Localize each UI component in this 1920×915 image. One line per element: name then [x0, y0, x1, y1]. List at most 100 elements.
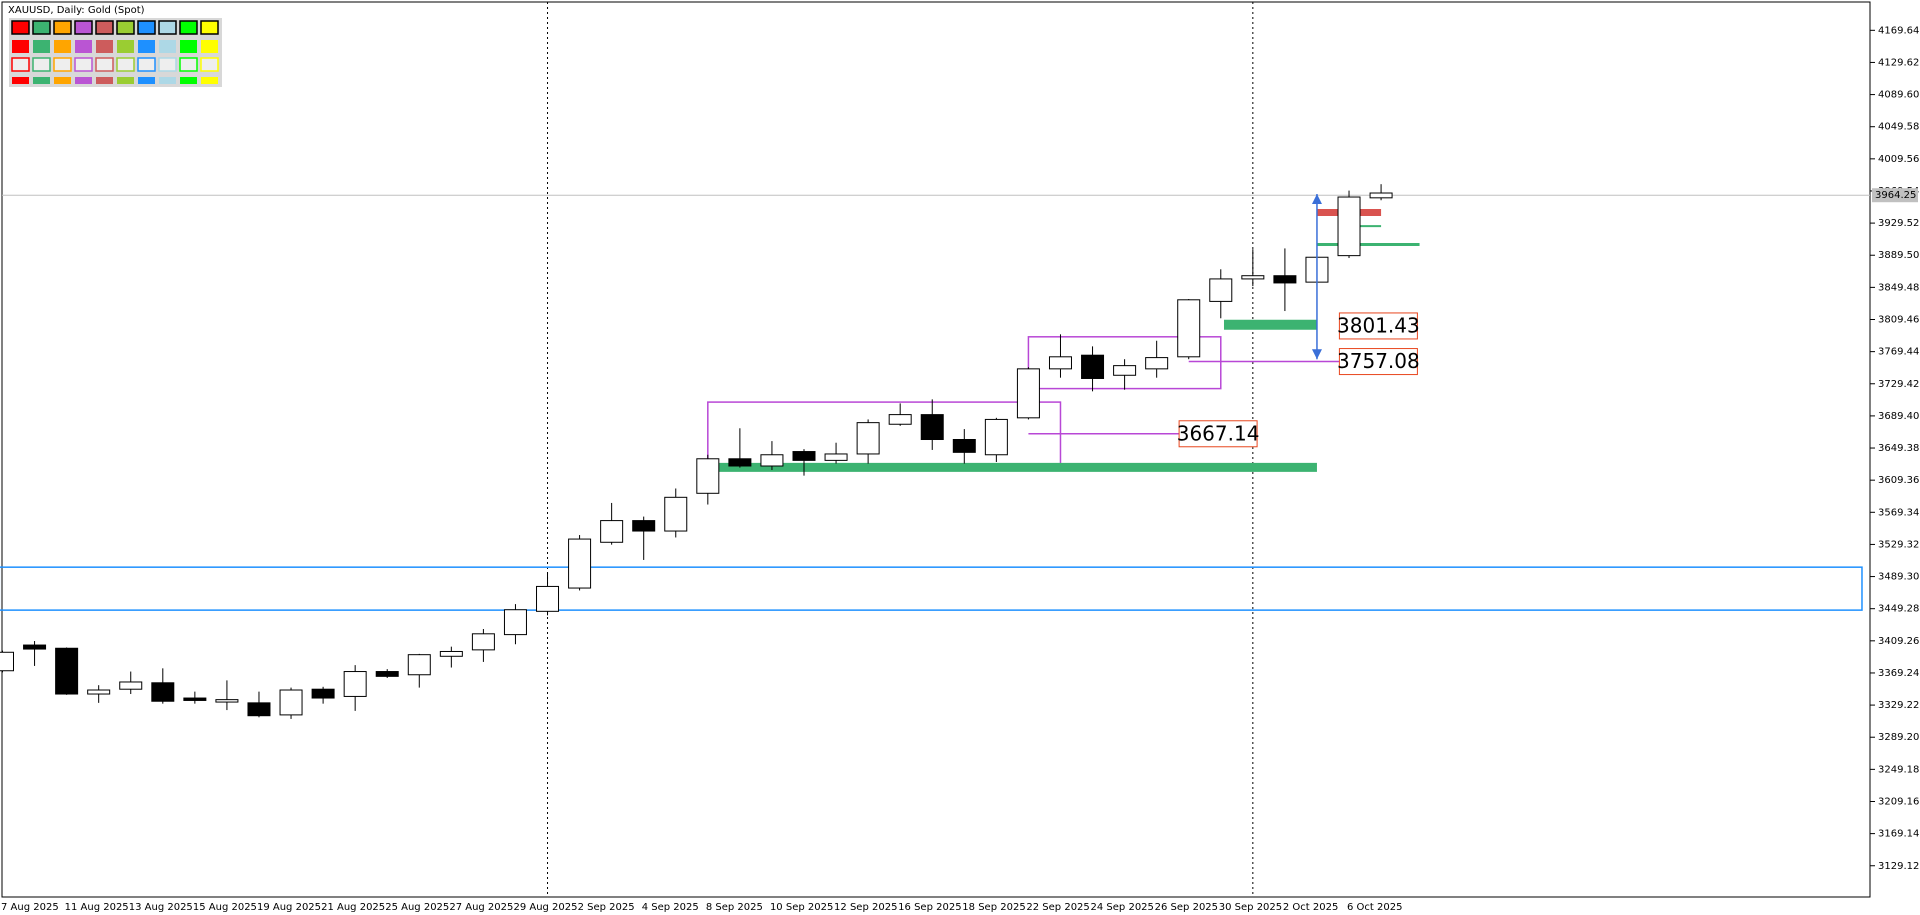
candle-body	[1241, 275, 1265, 280]
y-tick-label: 3169.14	[1878, 829, 1919, 840]
candle-body	[1145, 357, 1169, 370]
x-tick-label: 4 Sep 2025	[642, 902, 699, 913]
candle-body	[952, 439, 976, 453]
palette-swatch	[180, 40, 197, 53]
y-tick-label: 3129.12	[1878, 861, 1919, 872]
palette-swatch	[74, 57, 93, 72]
candle-body	[1369, 192, 1393, 199]
palette-swatch	[201, 77, 218, 84]
candle-body	[600, 520, 624, 543]
palette-swatch	[95, 57, 114, 72]
y-tick-label: 3849.48	[1878, 282, 1919, 293]
palette-swatch	[200, 57, 219, 72]
candle-body	[503, 609, 527, 636]
candle-body	[856, 422, 880, 455]
price-label-box	[1338, 312, 1418, 340]
price-label: 3801.43	[1337, 313, 1420, 337]
candle-body	[1337, 196, 1361, 257]
candle-body	[1016, 368, 1040, 419]
y-tick-label: 3729.42	[1878, 379, 1919, 390]
arrow-head	[1311, 194, 1322, 205]
y-tick-label: 3209.16	[1878, 796, 1919, 807]
candle-body	[792, 451, 816, 461]
x-tick-label: 2 Sep 2025	[578, 902, 635, 913]
palette-swatch	[179, 20, 198, 35]
candle-body	[407, 654, 431, 676]
palette-swatch	[117, 77, 134, 84]
palette-swatch	[96, 77, 113, 84]
x-tick-label: 25 Aug 2025	[385, 902, 449, 913]
candle-body	[23, 644, 47, 650]
palette-swatch	[138, 40, 155, 53]
y-tick-label: 3689.40	[1878, 411, 1919, 422]
color-palette	[9, 18, 222, 87]
y-tick-label: 3449.28	[1878, 604, 1919, 615]
palette-swatch	[159, 77, 176, 84]
candle-body	[343, 671, 367, 697]
x-tick-label: 16 Sep 2025	[898, 902, 961, 913]
palette-swatch	[137, 57, 156, 72]
candle-body	[888, 414, 912, 425]
palette-swatch	[137, 20, 156, 35]
candle-body	[1113, 365, 1137, 376]
x-tick-label: 10 Sep 2025	[770, 902, 833, 913]
candle-body	[0, 651, 14, 672]
y-tick-label: 4009.56	[1878, 154, 1919, 165]
bid-label: 3964.25	[1875, 190, 1916, 201]
chart-title: XAUUSD, Daily: Gold (Spot)	[8, 5, 145, 16]
y-tick-label: 4049.58	[1878, 122, 1919, 133]
palette-swatch	[96, 40, 113, 53]
candle-body	[279, 689, 303, 716]
palette-swatch	[11, 57, 30, 72]
y-tick-label: 4129.62	[1878, 57, 1919, 68]
x-tick-label: 22 Sep 2025	[1026, 902, 1089, 913]
candle-body	[247, 702, 271, 717]
palette-swatch	[75, 77, 92, 84]
candle-body	[375, 671, 399, 677]
y-tick-label: 3929.52	[1878, 218, 1919, 229]
x-tick-label: 19 Aug 2025	[257, 902, 321, 913]
candle-body	[215, 699, 239, 703]
palette-swatch	[11, 20, 30, 35]
candle-body	[1177, 299, 1201, 358]
candle-body	[1081, 354, 1105, 379]
palette-swatch	[12, 40, 29, 53]
y-tick-label: 3489.30	[1878, 572, 1919, 583]
palette-swatch	[12, 77, 29, 84]
candle-body	[151, 682, 175, 702]
palette-swatch	[201, 40, 218, 53]
palette-swatch	[53, 57, 72, 72]
palette-swatch	[179, 57, 198, 72]
x-tick-label: 6 Oct 2025	[1347, 902, 1402, 913]
y-tick-label: 3609.36	[1878, 475, 1919, 486]
palette-swatch	[138, 77, 155, 84]
x-tick-label: 11 Aug 2025	[65, 902, 129, 913]
x-tick-label: 29 Aug 2025	[513, 902, 577, 913]
palette-swatch	[95, 20, 114, 35]
candle-body	[728, 458, 752, 467]
palette-swatch	[32, 57, 51, 72]
palette-swatch	[32, 20, 51, 35]
price-label-box	[1178, 420, 1258, 448]
palette-swatch	[33, 40, 50, 53]
y-tick-label: 3649.38	[1878, 443, 1919, 454]
palette-swatch	[200, 20, 219, 35]
candle-body	[760, 454, 784, 467]
candle-body	[568, 538, 592, 589]
x-tick-label: 24 Sep 2025	[1091, 902, 1154, 913]
palette-swatch	[158, 20, 177, 35]
candle-body	[696, 458, 720, 494]
y-tick-label: 3329.22	[1878, 700, 1919, 711]
candle-body	[1048, 356, 1072, 370]
candle-body	[55, 647, 79, 695]
candle-body	[439, 650, 463, 657]
y-tick-label: 3569.34	[1878, 507, 1919, 518]
candle-body	[632, 520, 656, 532]
arrow-head	[1311, 349, 1322, 360]
x-tick-label: 2 Oct 2025	[1283, 902, 1338, 913]
price-label: 3757.08	[1337, 349, 1420, 373]
candle-body	[183, 697, 207, 701]
y-tick-label: 3809.46	[1878, 315, 1919, 326]
y-tick-label: 3889.50	[1878, 250, 1919, 261]
